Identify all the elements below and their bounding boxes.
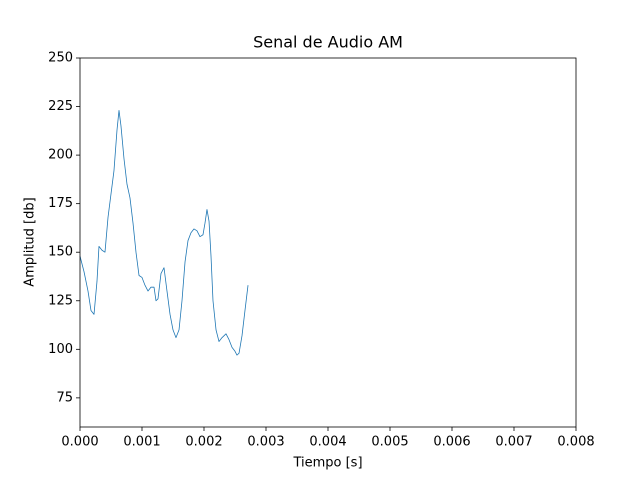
x-tick-label: 0.003 bbox=[247, 435, 284, 450]
x-tick-label: 0.008 bbox=[557, 435, 594, 450]
y-tick-label: 250 bbox=[48, 51, 73, 66]
x-tick-label: 0.006 bbox=[433, 435, 470, 450]
line-series bbox=[79, 110, 249, 356]
y-tick-label: 125 bbox=[48, 293, 73, 308]
x-tick-label: 0.004 bbox=[309, 435, 346, 450]
x-tick-label: 0.007 bbox=[495, 435, 532, 450]
x-tick-label: 0.001 bbox=[123, 435, 160, 450]
x-tick-label: 0.005 bbox=[371, 435, 408, 450]
y-axis-label: Amplitud [db] bbox=[23, 197, 38, 286]
y-tick-label: 75 bbox=[56, 390, 73, 405]
x-axis-label: Tiempo [s] bbox=[292, 456, 362, 471]
y-tick-label: 225 bbox=[48, 99, 73, 114]
x-tick-label: 0.002 bbox=[185, 435, 222, 450]
x-tick-label: 0.000 bbox=[61, 435, 98, 450]
plot-frame bbox=[79, 57, 577, 428]
y-tick-label: 100 bbox=[48, 342, 73, 357]
y-tick-label: 150 bbox=[48, 245, 73, 260]
y-tick-label: 200 bbox=[48, 148, 73, 163]
y-tick-label: 175 bbox=[48, 196, 73, 211]
chart-title: Senal de Audio AM bbox=[253, 33, 403, 52]
